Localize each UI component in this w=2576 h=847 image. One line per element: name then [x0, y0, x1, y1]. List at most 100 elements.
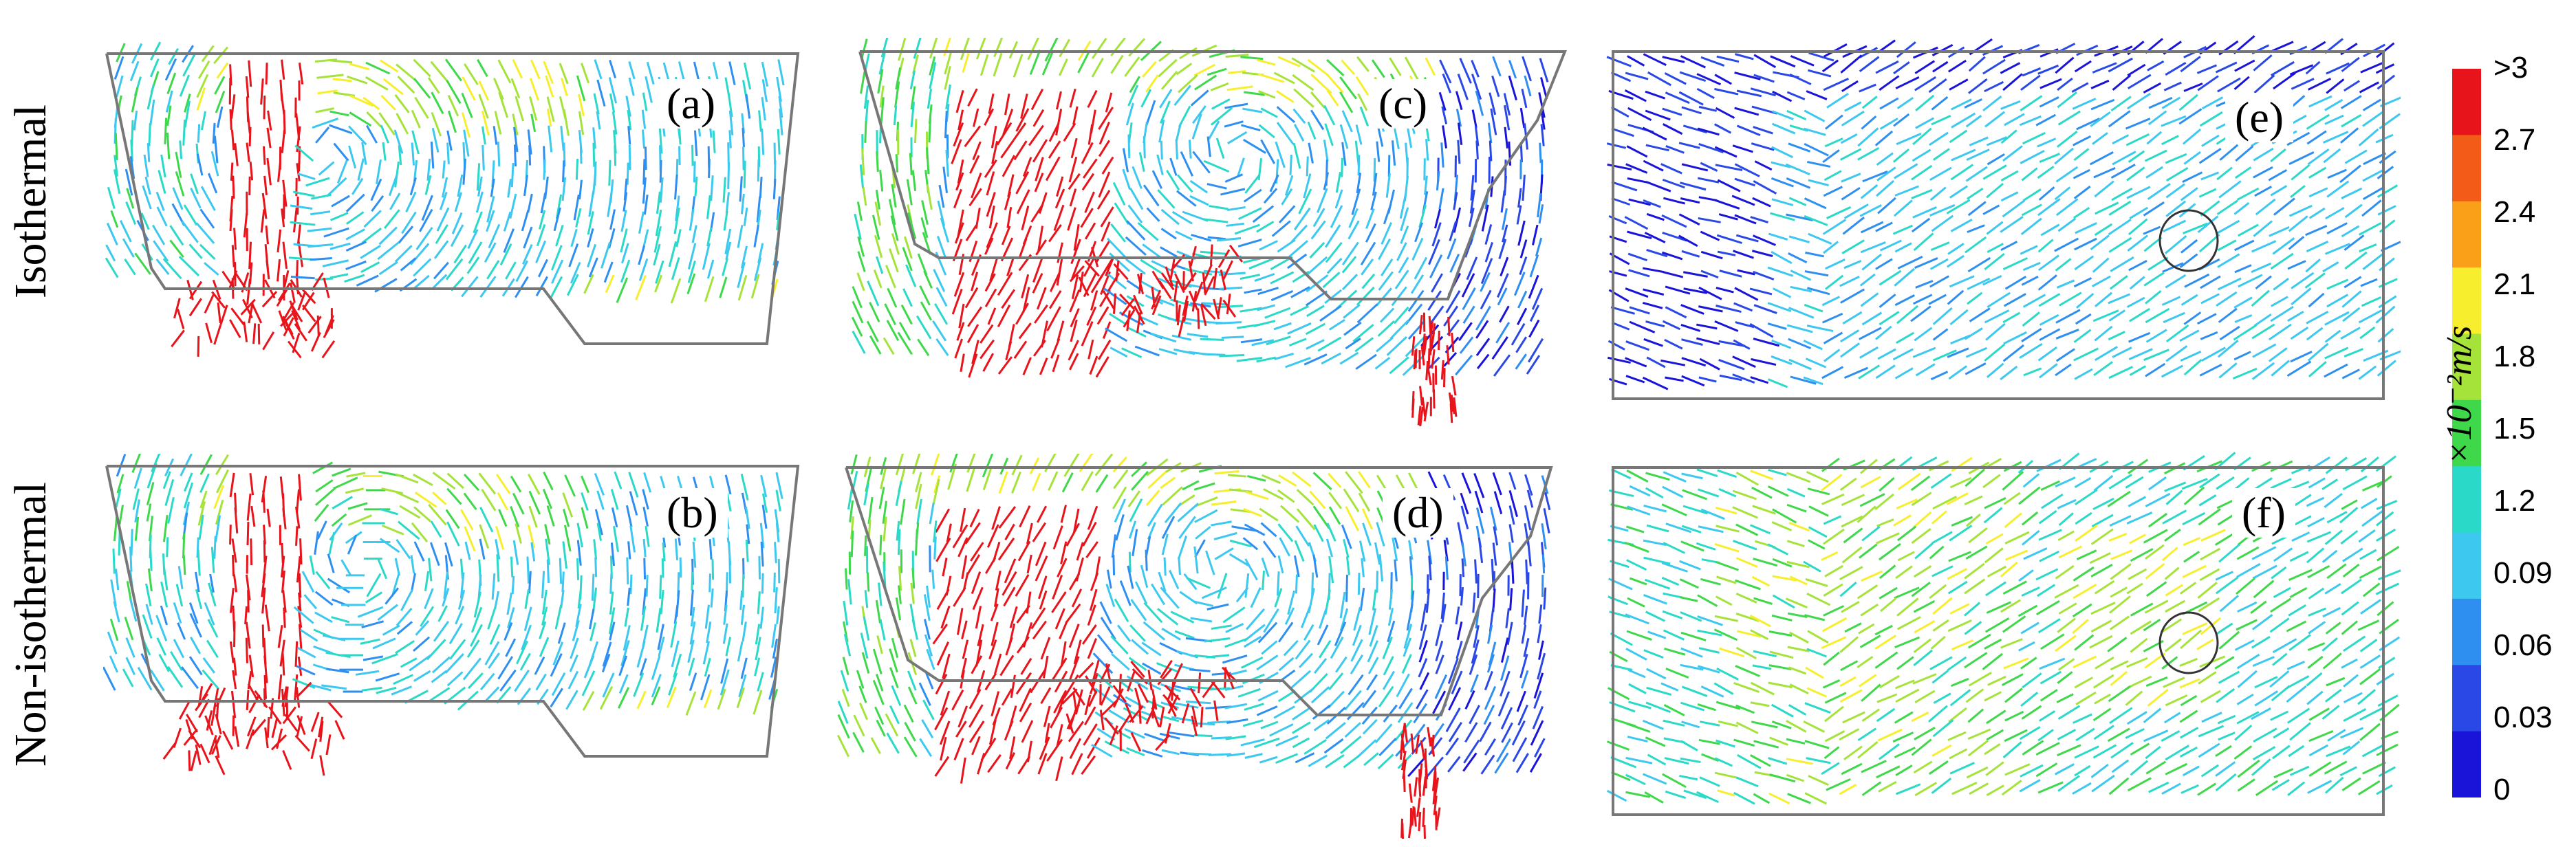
flow-vector	[1182, 480, 1200, 491]
flow-vector	[510, 162, 515, 188]
flow-vector	[1664, 647, 1686, 656]
flow-vector	[1323, 140, 1329, 162]
flow-vector	[1839, 148, 1862, 161]
flow-vector	[988, 719, 997, 745]
flow-vector	[2089, 151, 2114, 166]
flow-vector	[1719, 647, 1745, 658]
flow-vector	[690, 606, 695, 627]
flow-vector	[1786, 758, 1813, 765]
flow-vector	[2200, 331, 2218, 340]
flow-vector	[2216, 166, 2233, 181]
flow-vector	[971, 340, 979, 364]
flow-vector	[2164, 638, 2182, 652]
flow-vector	[2215, 761, 2236, 777]
flow-vector	[1749, 614, 1771, 628]
flow-vector	[1966, 513, 1981, 527]
flow-vector	[1059, 58, 1068, 76]
colorbar-tick-label: 1.8	[2493, 340, 2536, 373]
flow-vector	[1627, 230, 1652, 239]
flow-vector	[758, 556, 761, 580]
flow-vector	[1967, 256, 1991, 273]
flow-vector	[1841, 494, 1865, 507]
flow-vector	[1698, 142, 1724, 154]
flow-vector	[1541, 523, 1547, 550]
flow-vector	[1293, 555, 1300, 578]
flow-vector	[2377, 360, 2396, 377]
flow-vector	[2357, 780, 2381, 795]
flow-vector	[1475, 140, 1479, 160]
flow-vector	[264, 727, 269, 749]
flow-vector	[190, 637, 202, 654]
panel-e: (e)	[1596, 34, 2401, 419]
flow-vector	[1643, 53, 1667, 66]
flow-vector	[1143, 602, 1163, 624]
flow-vector	[1715, 525, 1740, 533]
flow-vector	[1700, 162, 1718, 172]
flow-vector	[933, 269, 946, 292]
flow-vector	[1433, 795, 1438, 815]
flow-vector	[2165, 153, 2187, 164]
flow-vector	[2092, 62, 2117, 74]
flow-vector	[1151, 295, 1162, 316]
flow-vector	[635, 274, 647, 300]
panel-b: (b)	[103, 454, 805, 777]
flow-vector	[395, 639, 415, 654]
flow-vector	[883, 516, 887, 542]
flow-vector	[1030, 607, 1046, 630]
flow-vector	[2183, 311, 2202, 325]
flow-vector	[1733, 250, 1754, 259]
flow-vector	[2128, 568, 2147, 580]
flow-vector	[1313, 718, 1330, 732]
flow-vector	[340, 559, 352, 576]
flow-vector	[107, 631, 118, 654]
flow-vector	[1100, 686, 1111, 706]
flow-vector	[1385, 173, 1392, 198]
flow-vector	[951, 139, 962, 164]
flow-vector	[1487, 624, 1493, 644]
flow-vector	[1489, 140, 1493, 162]
flow-vector	[188, 243, 203, 259]
flow-vector	[1131, 461, 1147, 477]
flow-vector	[487, 606, 497, 630]
flow-vector	[333, 476, 358, 490]
flow-vector	[251, 304, 263, 324]
flow-vector	[2040, 633, 2065, 650]
flow-vector	[347, 502, 368, 510]
flow-vector	[413, 473, 433, 487]
flow-vector	[317, 716, 324, 738]
flow-vector	[2251, 289, 2270, 307]
flow-vector	[529, 96, 538, 121]
flow-vector	[2343, 674, 2359, 688]
flow-vector	[1069, 353, 1079, 371]
flow-vector	[739, 590, 744, 610]
flow-vector	[1806, 687, 1827, 698]
flow-vector	[2128, 260, 2147, 272]
flow-vector	[494, 591, 500, 610]
flow-vector	[2109, 515, 2132, 527]
flow-vector	[327, 553, 335, 573]
flow-vector	[1642, 719, 1664, 730]
flow-vector	[633, 672, 645, 697]
flow-vector	[1325, 754, 1345, 769]
flow-vector	[217, 302, 221, 324]
flow-vector	[1471, 109, 1478, 129]
flow-vector	[245, 574, 251, 601]
flow-vector	[1167, 694, 1179, 714]
flow-vector	[2253, 727, 2277, 743]
flow-vector	[2040, 223, 2060, 236]
flow-vector	[1009, 606, 1018, 628]
flow-vector	[1679, 560, 1701, 571]
flow-vector	[2218, 732, 2236, 741]
flow-vector	[1396, 673, 1410, 698]
flow-vector	[541, 589, 548, 615]
flow-vector	[944, 51, 953, 75]
flow-vector	[864, 535, 867, 556]
flow-vector	[1414, 256, 1428, 280]
flow-vector	[936, 235, 946, 258]
flow-vector	[1126, 747, 1145, 757]
flow-vector	[849, 500, 854, 522]
flow-vector	[195, 588, 203, 610]
flow-vector	[262, 331, 275, 351]
flow-vector	[840, 670, 849, 692]
flow-vector	[1450, 395, 1455, 415]
